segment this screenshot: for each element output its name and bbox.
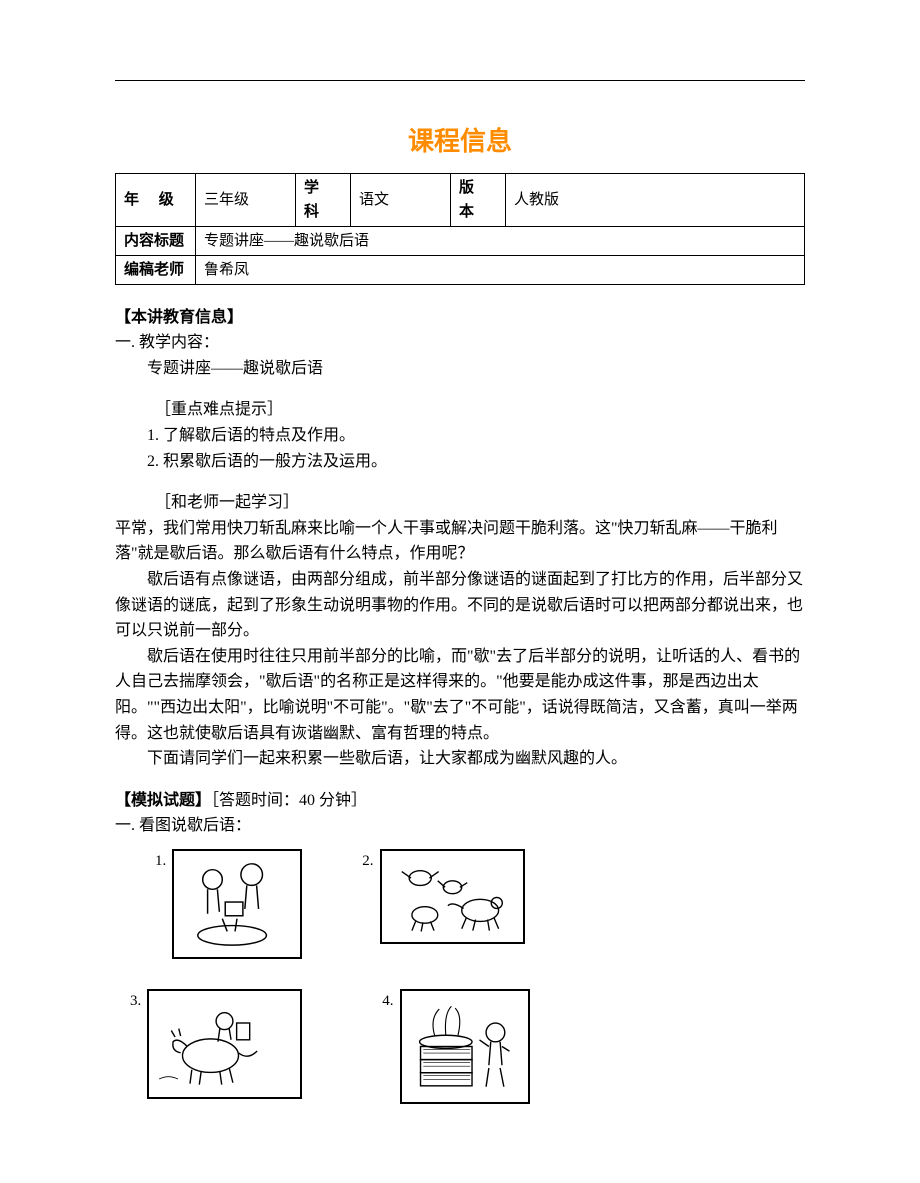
body-paragraph: 歇后语在使用时往往只用前半部分的比喻，而"歇"去了后半部分的说明，让听话的人、看… [115, 644, 805, 746]
table-row: 内容标题 专题讲座——趣说歇后语 [116, 226, 805, 255]
learn-label: ［和老师一起学习］ [115, 490, 805, 516]
drawing-icon [153, 995, 296, 1093]
content-line: 专题讲座——趣说歇后语 [115, 356, 805, 382]
top-rule [115, 80, 805, 81]
body-paragraph: 歇后语有点像谜语，由两部分组成，前半部分像谜语的谜面起到了打比方的作用，后半部分… [115, 567, 805, 644]
illustration-4 [400, 989, 530, 1104]
image-item: 4. [382, 989, 529, 1104]
image-number: 4. [382, 989, 393, 1013]
body-paragraph: 平常，我们常用快刀斩乱麻来比喻一个人干事或解决问题干脆利落。这"快刀斩乱麻——干… [115, 516, 805, 567]
image-number: 2. [362, 849, 373, 873]
body-paragraph: 下面请同学们一起来积累一些歇后语，让大家都成为幽默风趣的人。 [115, 746, 805, 772]
test-heading-suffix: ［答题时间：40 分钟］ [211, 792, 367, 809]
tip-item: 2. 积累歇后语的一般方法及运用。 [115, 449, 805, 475]
version-value: 人教版 [506, 173, 805, 226]
table-row: 年 级 三年级 学 科 语文 版 本 人教版 [116, 173, 805, 226]
spacer [115, 474, 805, 490]
page-title: 课程信息 [115, 121, 805, 163]
tips-label: ［重点难点提示］ [115, 397, 805, 423]
grade-label: 年 级 [116, 173, 196, 226]
sub-heading-content: 一. 教学内容： [115, 330, 805, 356]
spacer [115, 381, 805, 397]
image-item: 3. [130, 989, 302, 1099]
image-row-2: 3. 4. [130, 989, 805, 1104]
drawing-icon [386, 855, 519, 938]
table-row: 编稿老师 鲁希凤 [116, 255, 805, 284]
tip-item: 1. 了解歇后语的特点及作用。 [115, 423, 805, 449]
grade-value: 三年级 [196, 173, 296, 226]
editor-value: 鲁希凤 [196, 255, 805, 284]
test-heading-prefix: 【模拟试题】 [115, 792, 211, 809]
drawing-icon [406, 995, 524, 1098]
image-row-1: 1. 2. [155, 849, 805, 959]
subject-value: 语文 [351, 173, 451, 226]
illustration-2 [380, 849, 525, 944]
sub-heading-images: 一. 看图说歇后语： [115, 813, 805, 839]
section-heading-test: 【模拟试题】［答题时间：40 分钟］ [115, 788, 805, 814]
content-label: 内容标题 [116, 226, 196, 255]
illustration-1 [172, 849, 302, 959]
image-item: 1. [155, 849, 302, 959]
drawing-icon [178, 855, 296, 953]
illustration-3 [147, 989, 302, 1099]
version-label: 版 本 [451, 173, 506, 226]
spacer [115, 772, 805, 788]
image-number: 1. [155, 849, 166, 873]
image-item: 2. [362, 849, 524, 944]
editor-label: 编稿老师 [116, 255, 196, 284]
image-number: 3. [130, 989, 141, 1013]
course-info-table: 年 级 三年级 学 科 语文 版 本 人教版 内容标题 专题讲座——趣说歇后语 … [115, 173, 805, 285]
section-heading-info: 【本讲教育信息】 [115, 305, 805, 331]
subject-label: 学 科 [296, 173, 351, 226]
content-value: 专题讲座——趣说歇后语 [196, 226, 805, 255]
